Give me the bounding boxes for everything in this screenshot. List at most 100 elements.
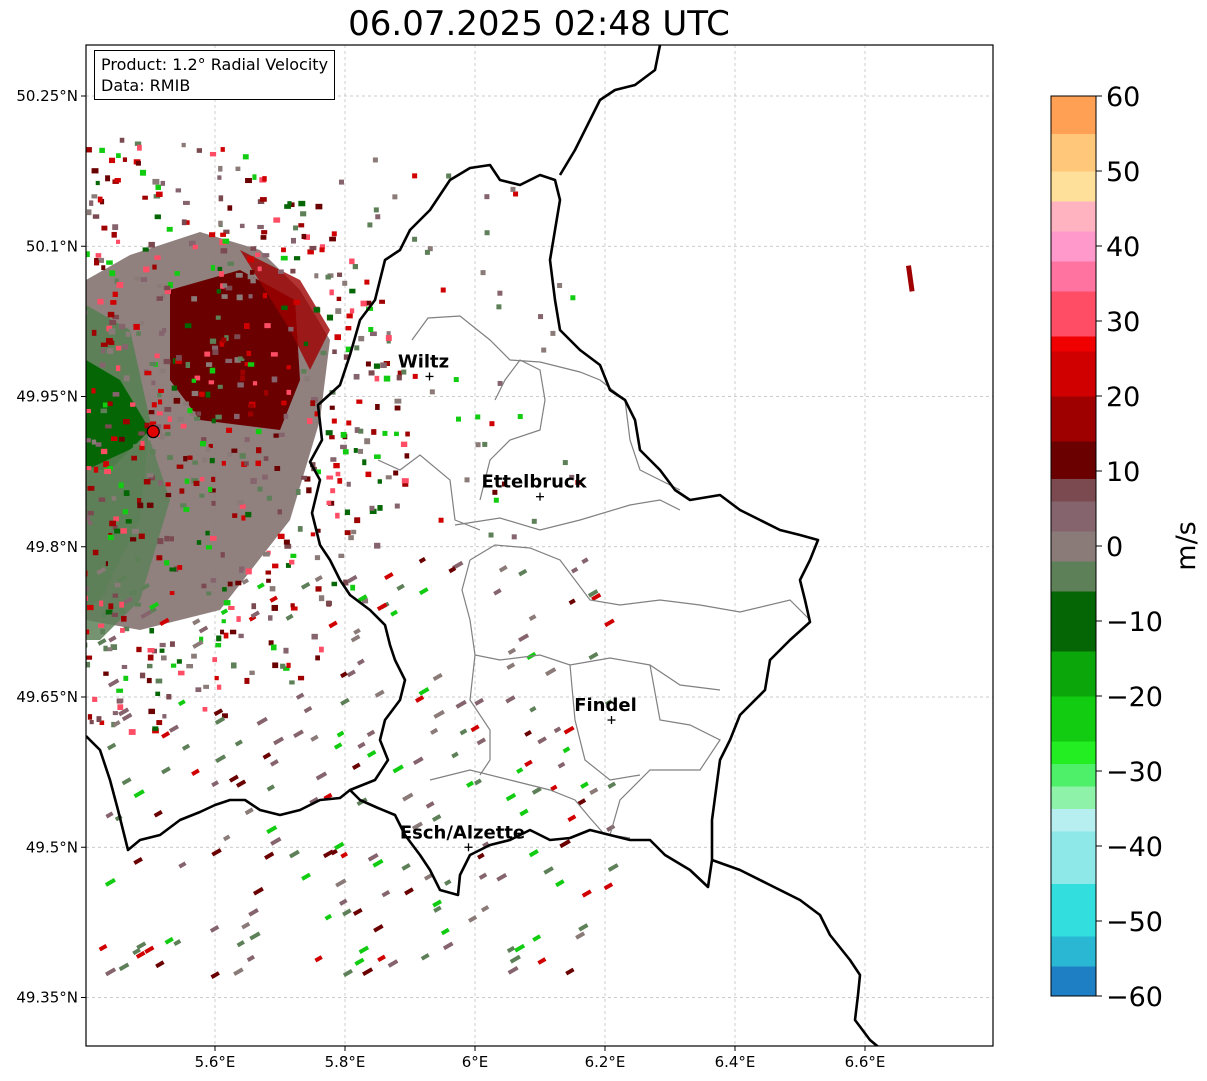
echo-pixel: [425, 801, 435, 809]
echo-pixel: [289, 680, 295, 685]
echo-pixel: [506, 945, 516, 954]
echo-pixel: [139, 169, 147, 176]
echo-pixel: [348, 535, 354, 541]
echo-pixel: [252, 381, 258, 386]
echo-pixel: [310, 532, 316, 537]
echo-pixel: [58, 706, 65, 711]
echo-pixel: [173, 397, 181, 404]
echo-pixel: [231, 448, 238, 453]
echo-pixel: [163, 424, 171, 430]
echo-pixel: [66, 572, 72, 578]
echo-pixel: [511, 534, 517, 540]
echo-pixel: [208, 486, 213, 493]
echo-pixel: [156, 720, 163, 726]
echo-pixel: [38, 635, 43, 639]
echo-pixel: [559, 839, 571, 849]
echo-pixel: [110, 300, 117, 305]
echo-pixel: [228, 605, 235, 610]
echo-pixel: [125, 519, 132, 524]
city-markers: Wiltz Ettelbruck Findel Esch/Alzette: [398, 351, 637, 852]
echo-pixel: [109, 320, 117, 326]
echo-pixel: [47, 352, 52, 357]
echo-pixel: [553, 726, 562, 734]
echo-pixel: [470, 724, 480, 733]
echo-pixel: [211, 418, 216, 424]
echo-pixel: [91, 388, 96, 394]
echo-pixel: [51, 507, 56, 511]
echo-pixel: [121, 777, 132, 786]
echo-pixel: [353, 373, 360, 380]
echo-pixel: [118, 482, 124, 489]
echo-pixel: [227, 452, 232, 457]
echo-pixel: [118, 323, 126, 330]
echo-pixel: [204, 351, 211, 357]
echo-pixel: [50, 446, 54, 450]
echo-pixel: [209, 151, 217, 157]
echo-pixel: [288, 326, 294, 332]
echo-pixel: [196, 148, 203, 153]
echo-pixel: [121, 712, 133, 722]
echo-pixel: [244, 437, 250, 443]
echo-pixel: [189, 240, 196, 247]
echo-pixel: [164, 285, 171, 291]
echo-pixel: [119, 601, 125, 608]
echo-pixel: [176, 659, 182, 664]
echo-pixel: [211, 476, 216, 482]
echo-pixel: [146, 473, 154, 478]
echo-pixel: [130, 402, 136, 407]
echo-pixel: [146, 677, 152, 684]
echo-pixel: [543, 866, 554, 875]
echo-pixel: [311, 633, 318, 640]
echo-pixel: [159, 617, 170, 627]
echo-pixel: [9, 362, 14, 367]
echo-pixel: [507, 647, 517, 655]
echo-pixel: [185, 220, 190, 225]
echo-pixel: [196, 540, 202, 545]
echo-pixel: [142, 247, 149, 252]
echo-pixel: [568, 598, 576, 606]
echo-pixel: [588, 651, 599, 661]
echo-pixel: [418, 587, 429, 596]
echo-pixel: [44, 371, 50, 376]
echo-pixel: [394, 405, 401, 411]
echo-pixel: [86, 209, 92, 216]
echo-pixel: [301, 872, 311, 881]
echo-pixel: [373, 207, 379, 213]
echo-pixel: [23, 573, 28, 578]
echo-outer-green: [86, 440, 170, 640]
echo-pixel: [136, 498, 142, 504]
echo-pixel: [86, 570, 88, 577]
echo-pixel: [358, 335, 365, 342]
echo-pixel: [144, 945, 155, 954]
echo-pixel: [239, 223, 245, 229]
echo-pixel: [9, 317, 14, 322]
echo-pixel: [342, 449, 349, 455]
echo-pixel: [255, 252, 261, 258]
echo-pixel: [123, 626, 130, 632]
echo-pixel: [154, 214, 161, 220]
echo-pixel: [489, 421, 495, 427]
echo-pixel: [493, 588, 502, 596]
echo-pixel: [310, 400, 316, 407]
echo-pixel: [121, 664, 128, 669]
echo-pixel: [29, 649, 34, 655]
echo-pixel: [297, 526, 303, 532]
echo-pixel: [138, 431, 145, 436]
echo-pixel: [159, 648, 165, 653]
echo-pixel: [0, 580, 1, 585]
echo-pixel: [329, 435, 335, 440]
echo-pixel: [290, 603, 295, 608]
echo-pixel: [342, 968, 353, 978]
echo-pixel: [54, 603, 60, 608]
echo-pixel: [191, 768, 200, 776]
echo-pixel: [373, 924, 384, 933]
echo-pixel: [123, 375, 130, 382]
echo-pixel: [243, 461, 249, 466]
echo-pixel: [47, 203, 53, 209]
echo-pixel: [86, 515, 91, 521]
echo-pixel: [281, 362, 286, 368]
echo-pixel: [86, 655, 93, 660]
echo-pixel: [517, 414, 523, 420]
echo-pixel: [438, 517, 444, 523]
echo-pixel: [221, 294, 228, 299]
